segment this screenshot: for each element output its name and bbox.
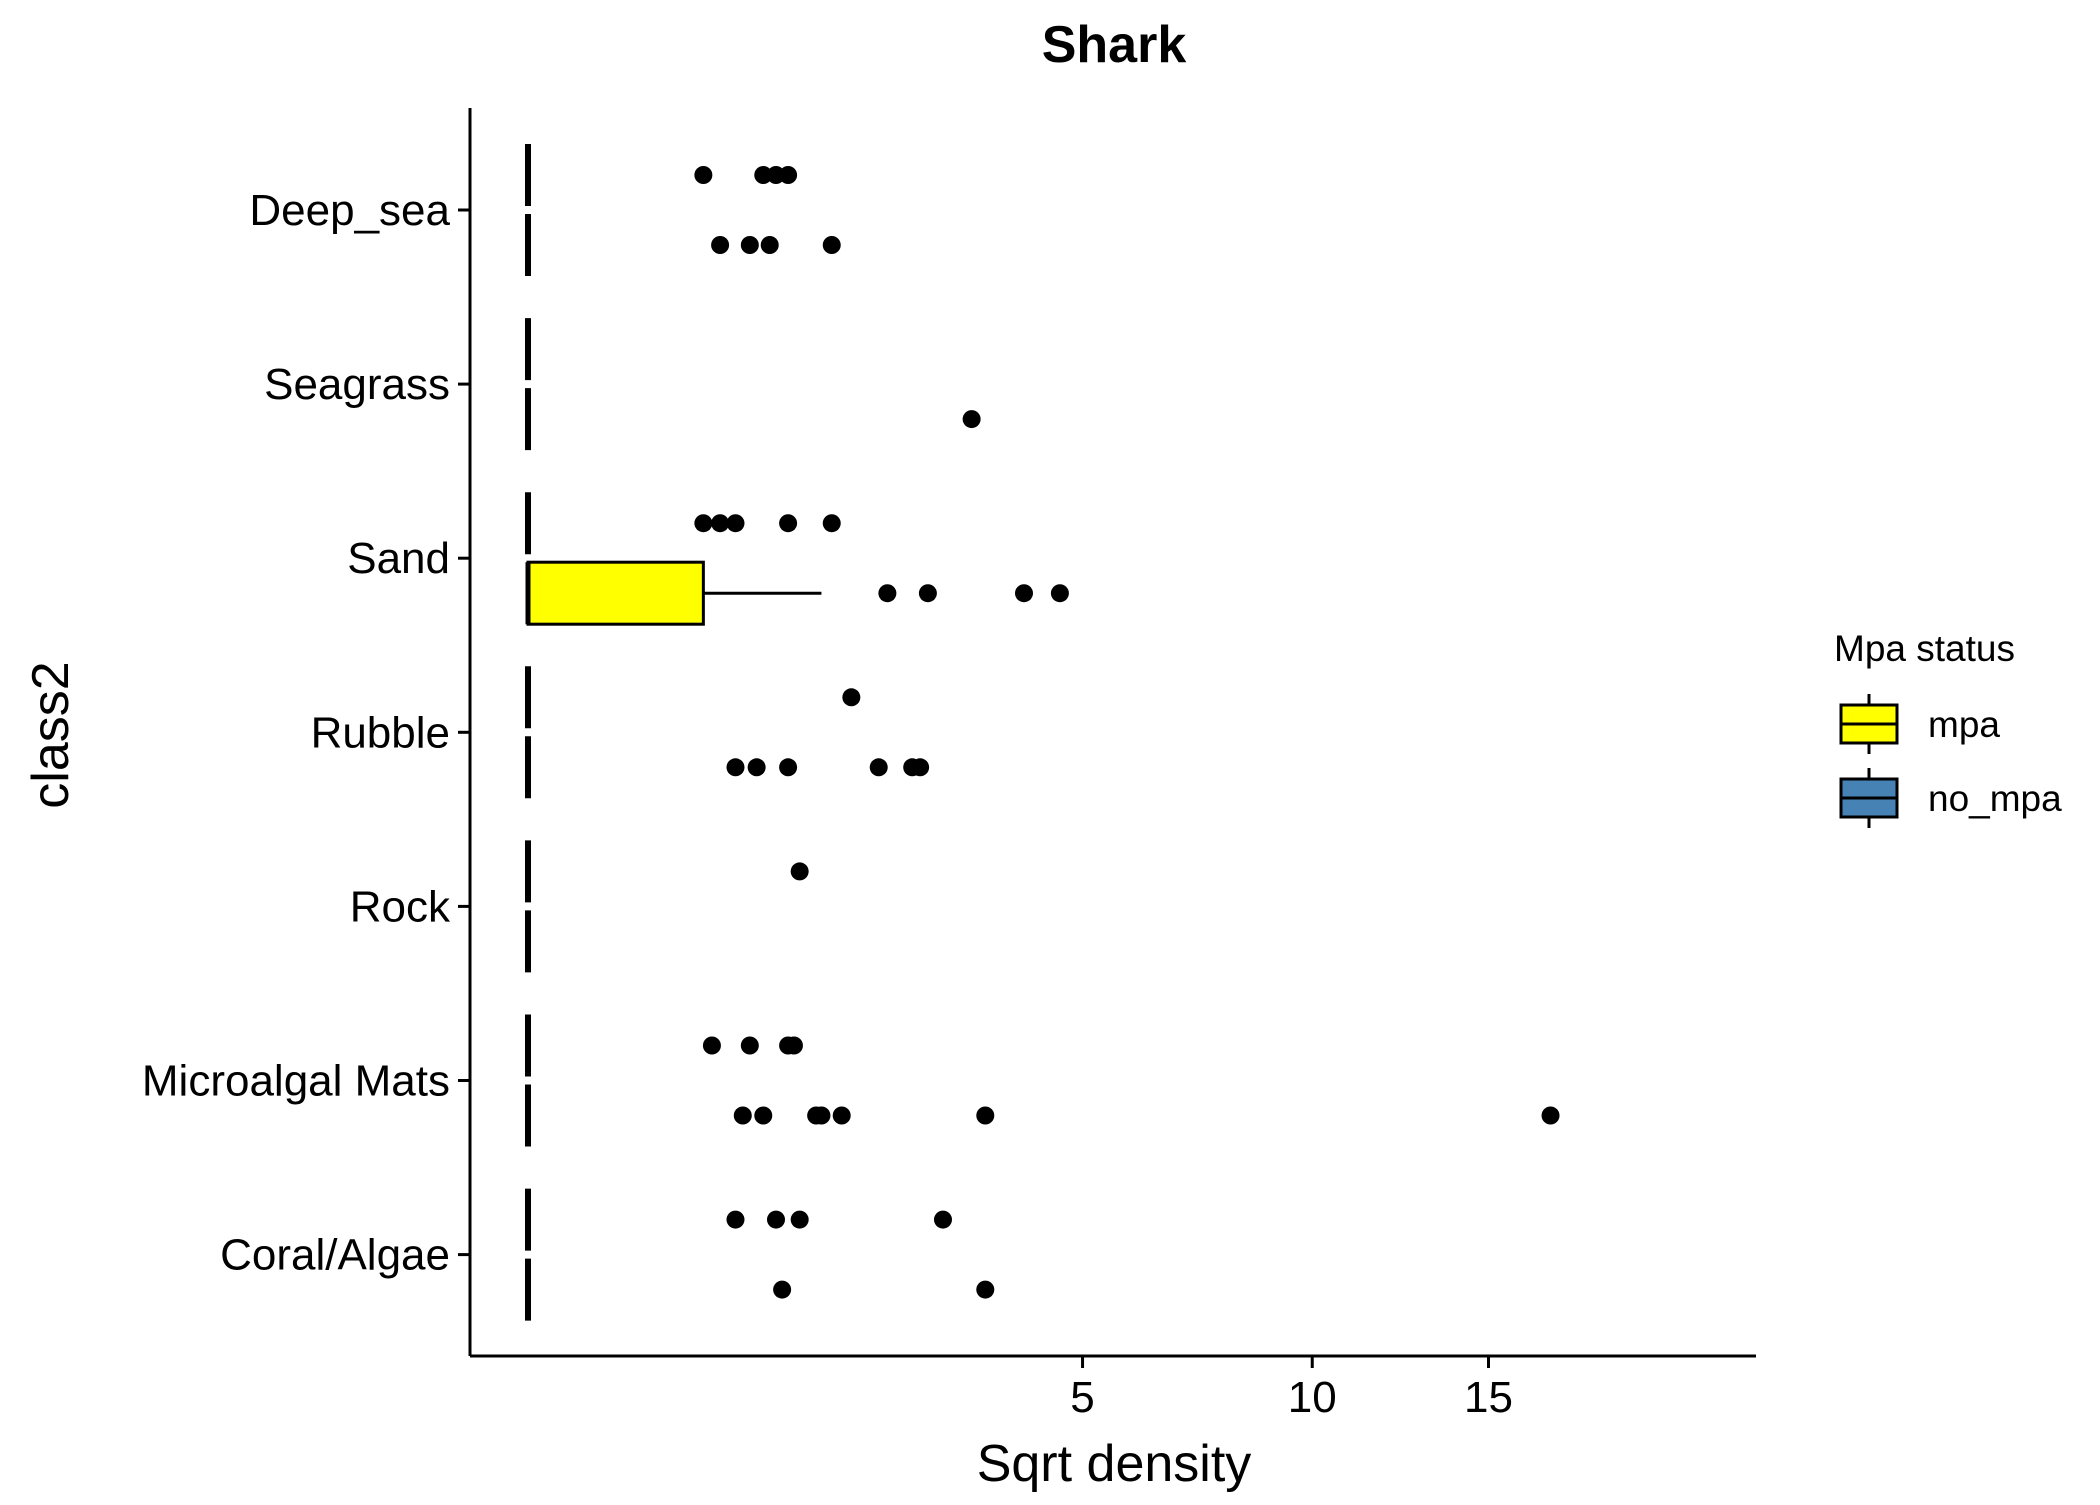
outlier-no-mpa-sand-0: [694, 514, 713, 533]
y-axis-title: class2: [22, 661, 80, 808]
plot-panel: [525, 144, 1560, 1321]
x-tick-label-15: 15: [1464, 1373, 1513, 1422]
outlier-mpa-rubble-5: [911, 758, 930, 777]
outlier-no-mpa-coral-algae-1: [767, 1210, 785, 1229]
y-tick-label-sand: Sand: [347, 534, 450, 583]
outlier-mpa-microalgal-mats-5: [976, 1106, 995, 1125]
y-tick-label-seagrass: Seagrass: [264, 360, 450, 409]
outlier-mpa-sand-3: [1050, 584, 1069, 603]
outlier-mpa-deep-sea-1: [740, 236, 759, 254]
y-tick-label-rock: Rock: [350, 882, 451, 931]
outlier-mpa-rubble-3: [869, 758, 888, 777]
outlier-mpa-deep-sea-3: [822, 236, 841, 254]
outlier-no-mpa-sand-2: [726, 514, 745, 533]
x-axis: 5 10 15: [470, 1354, 1756, 1422]
outlier-mpa-rubble-0: [726, 758, 745, 777]
outlier-mpa-microalgal-mats-1: [754, 1106, 773, 1125]
outlier-no-mpa-sand-3: [779, 514, 798, 533]
outlier-no-mpa-microalgal-mats-3: [784, 1036, 803, 1055]
y-tick-label-coral-algae: Coral/Algae: [220, 1231, 450, 1280]
x-axis-title: Sqrt density: [977, 1435, 1252, 1493]
outlier-no-mpa-coral-algae-3: [933, 1210, 952, 1229]
outlier-mpa-coral-algae-1: [976, 1280, 995, 1299]
outlier-mpa-sand-2: [1015, 584, 1033, 603]
outlier-mpa-microalgal-mats-0: [733, 1106, 752, 1125]
outlier-no-mpa-deep-sea-3: [779, 166, 798, 184]
outlier-mpa-microalgal-mats-6: [1541, 1106, 1560, 1125]
outlier-no-mpa-rubble-0: [842, 688, 861, 707]
legend: Mpa status mpa no_mpa: [1834, 628, 2062, 828]
outlier-no-mpa-sand-1: [711, 514, 730, 533]
outlier-no-mpa-deep-sea-1: [754, 166, 773, 184]
y-tick-label-rubble: Rubble: [311, 708, 450, 757]
outlier-no-mpa-coral-algae-0: [726, 1210, 745, 1229]
y-axis: Deep_sea Seagrass Sand Rubble Rock Microalgal…: [142, 108, 472, 1356]
box-mpa-sand: [526, 560, 705, 626]
outlier-mpa-microalgal-mats-4: [832, 1106, 851, 1125]
outlier-no-mpa-sand-4: [822, 514, 841, 533]
outlier-mpa-microalgal-mats-3: [812, 1106, 831, 1125]
chart-title: Shark: [1042, 16, 1187, 74]
outlier-mpa-deep-sea-2: [760, 236, 779, 254]
legend-label-no-mpa: no_mpa: [1928, 778, 2062, 819]
outlier-no-mpa-microalgal-mats-0: [702, 1036, 721, 1055]
outlier-mpa-sand-1: [918, 584, 937, 603]
outlier-mpa-coral-algae-0: [773, 1280, 792, 1299]
legend-label-mpa: mpa: [1928, 704, 2000, 745]
y-tick-label-deep-sea: Deep_sea: [249, 186, 450, 235]
outlier-mpa-seagrass-0: [962, 410, 981, 429]
outlier-mpa-sand-0: [878, 584, 897, 603]
outlier-mpa-deep-sea-0: [711, 236, 730, 254]
x-tick-label-10: 10: [1288, 1373, 1337, 1422]
outlier-no-mpa-deep-sea-0: [694, 166, 713, 184]
outlier-no-mpa-microalgal-mats-1: [740, 1036, 759, 1055]
outlier-no-mpa-coral-algae-2: [790, 1210, 809, 1229]
y-tick-label-microalgal-mats: Microalgal Mats: [142, 1057, 450, 1106]
outlier-mpa-rubble-1: [747, 758, 766, 777]
outlier-mpa-rubble-2: [779, 758, 798, 777]
outlier-no-mpa-rock-0: [790, 862, 809, 881]
legend-title: Mpa status: [1834, 628, 2015, 669]
x-tick-label-5: 5: [1070, 1373, 1094, 1422]
